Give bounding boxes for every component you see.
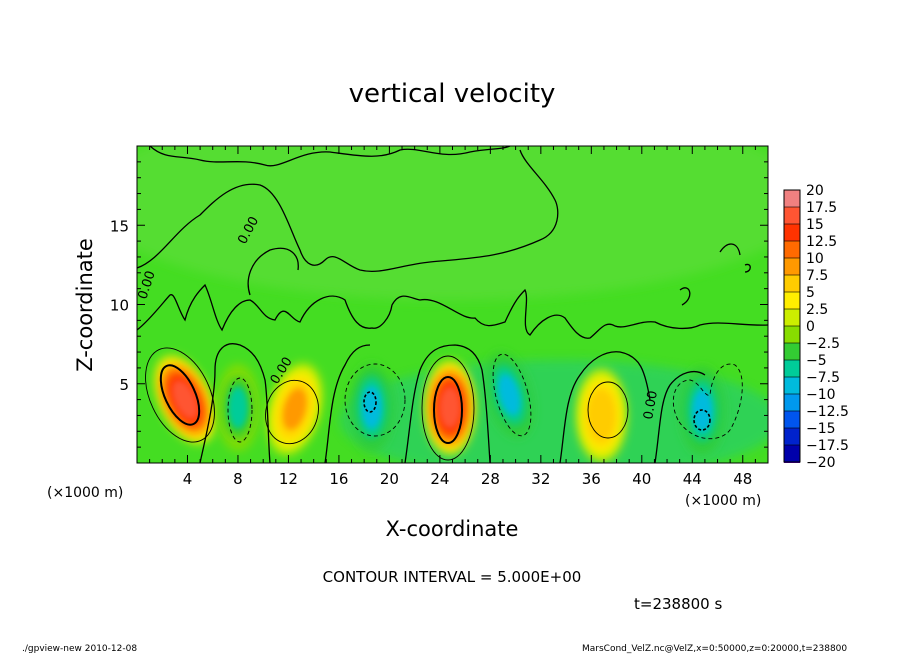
zero-contour-mid-x32	[559, 351, 651, 463]
colorbar-segment	[784, 292, 800, 309]
downdraft-cell	[362, 386, 382, 429]
updraft-cell	[439, 386, 461, 429]
contour-pos-a-inner	[159, 364, 201, 426]
contour-pos-b	[265, 379, 319, 445]
contour-pos-c-outer	[421, 355, 475, 461]
x-tick-label: 40	[632, 470, 651, 488]
zero-contour-mid-x22	[404, 344, 491, 463]
colorbar-label: 15	[806, 217, 824, 233]
x-tick-label: 36	[582, 470, 601, 488]
plot-area: 0.00 0.00 0.00 0.00 4 8 12 16 20 24 28 32 36 40 44…	[110, 145, 769, 488]
zero-contour-right-small	[679, 243, 751, 306]
x-tick-label: 4	[183, 470, 193, 488]
footer-left: ./gpview-new 2010-12-08	[22, 644, 137, 654]
colorbar-label: −2.5	[806, 336, 840, 352]
colorbar: 2017.51512.5107.552.50−2.5−5−7.5−10−12.5…	[783, 183, 849, 471]
chart-title: vertical velocity	[349, 79, 556, 109]
colorbar-segment	[784, 445, 800, 462]
updraft-cell	[591, 394, 612, 437]
downdraft-cell	[498, 374, 520, 415]
colorbar-segment	[784, 258, 800, 275]
colorbar-label: 7.5	[806, 268, 828, 284]
x-tick-label: 8	[233, 470, 243, 488]
y-axis-label: Z-coordinate	[73, 238, 97, 372]
colorbar-label: 12.5	[806, 234, 837, 250]
colorbar-segment	[784, 343, 800, 360]
x-tick-label: 20	[380, 470, 399, 488]
zero-contour-top	[149, 146, 511, 167]
colorbar-label: −20	[806, 455, 836, 471]
x-unit-right: (×1000 m)	[685, 493, 761, 509]
x-tick-label: 32	[531, 470, 550, 488]
field-shading	[137, 146, 768, 463]
colorbar-label: −17.5	[806, 438, 849, 454]
zero-contour-mid-x4	[199, 343, 271, 463]
zero-contour-mid-x42	[654, 371, 706, 463]
y-tick-label: 10	[110, 297, 129, 315]
contour-neg-b-core	[363, 391, 377, 413]
colorbar-segment	[784, 207, 800, 224]
contour-lines	[137, 146, 768, 463]
colorbar-label: 5	[806, 285, 815, 301]
colorbar-label: 17.5	[806, 200, 837, 216]
updraft-cell	[283, 388, 307, 430]
y-tick-label: 15	[110, 217, 129, 235]
x-tick-label: 24	[430, 470, 449, 488]
zero-contour-mid-x16	[324, 344, 371, 463]
colorbar-segment	[784, 190, 800, 207]
zero-contour-arc-left	[247, 247, 299, 296]
contour-neg-c	[492, 353, 532, 437]
colorbar-label: −15	[806, 421, 836, 437]
colorbar-segment	[784, 275, 800, 292]
footer-right: MarsCond_VelZ.nc@VelZ,x=0:50000,z=0:2000…	[582, 644, 847, 654]
colorbar-segment	[784, 377, 800, 394]
time-label: t=238800 s	[634, 595, 722, 613]
colorbar-segment	[784, 224, 800, 241]
colorbar-label: 20	[806, 183, 824, 199]
x-axis-label: X-coordinate	[386, 517, 519, 541]
x-tick-label: 12	[279, 470, 298, 488]
x-tick-label: 44	[683, 470, 702, 488]
y-tick-label: 5	[119, 376, 129, 394]
colorbar-segment	[784, 326, 800, 343]
x-tick-label: 28	[481, 470, 500, 488]
colorbar-label: −5	[806, 353, 827, 369]
contour-pos-d	[587, 381, 629, 439]
colorbar-label: −7.5	[806, 370, 840, 386]
upper-field-green	[137, 146, 768, 300]
updraft-cell	[172, 380, 198, 419]
colorbar-segment	[784, 428, 800, 445]
zero-contour-main	[137, 283, 768, 339]
colorbar-label: 2.5	[806, 302, 828, 318]
colorbar-label: 10	[806, 251, 824, 267]
x-axis-ticks: 4 8 12 16 20 24 28 32 36 40 44 48	[149, 146, 756, 488]
colorbar-segment	[784, 411, 800, 428]
colorbar-segment	[784, 360, 800, 377]
x-unit-left: (×1000 m)	[47, 485, 123, 501]
colorbar-segment	[784, 309, 800, 326]
downdraft-cell	[228, 386, 248, 429]
contour-neg-d	[672, 363, 743, 440]
contour-pos-c-inner	[433, 376, 463, 444]
x-tick-label: 48	[733, 470, 752, 488]
colorbar-label: −12.5	[806, 404, 849, 420]
y-axis-ticks: 5 10 15	[110, 161, 768, 448]
contour-neg-d-core	[693, 409, 711, 431]
colorbar-label: −10	[806, 387, 836, 403]
contour-neg-b	[344, 363, 406, 437]
colorbar-label: 0	[806, 319, 815, 335]
contour-pos-a-outer	[145, 347, 215, 443]
contour-interval: CONTOUR INTERVAL = 5.000E+00	[323, 568, 582, 586]
zero-contour-upper	[137, 149, 559, 273]
colorbar-segment	[784, 241, 800, 258]
x-tick-label: 16	[329, 470, 348, 488]
colorbar-segment	[784, 394, 800, 411]
contour-neg-a	[227, 377, 253, 443]
contour-label-4: 0.00	[641, 390, 661, 421]
